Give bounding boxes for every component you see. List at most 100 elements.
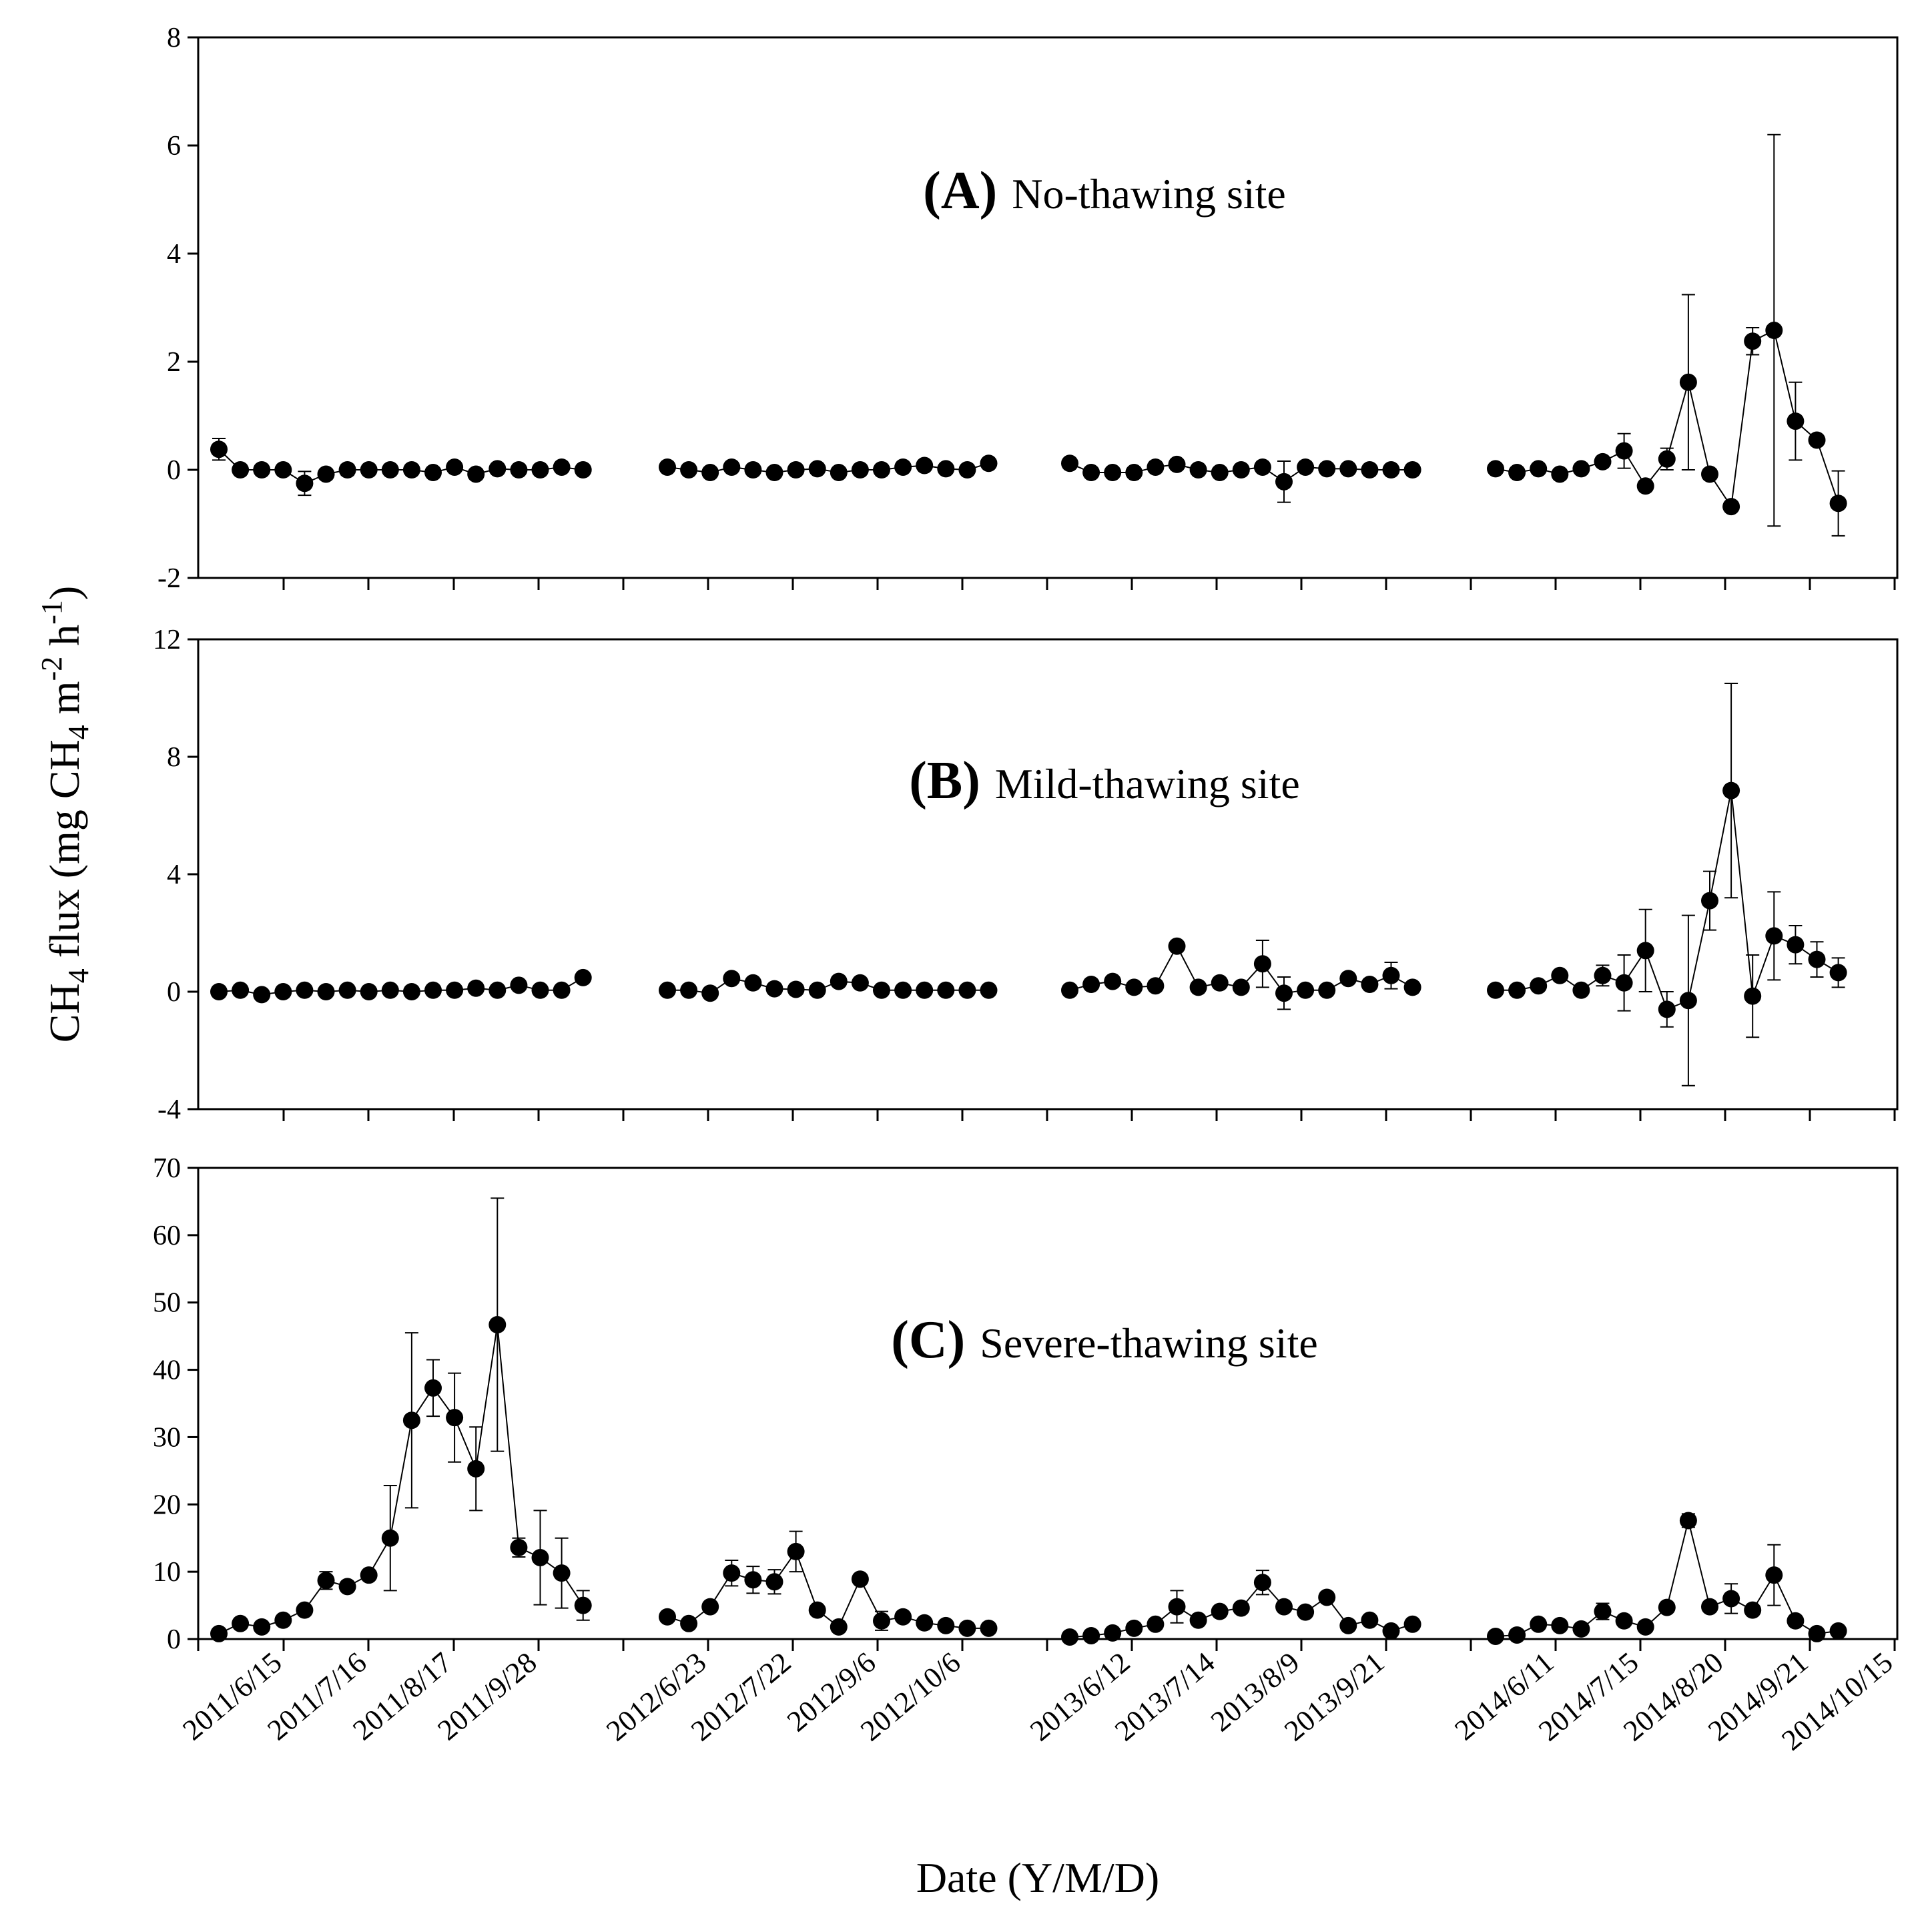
data-point	[701, 1598, 719, 1616]
data-point	[1744, 332, 1762, 350]
series-line	[1496, 790, 1839, 1010]
series-line	[218, 448, 583, 485]
data-point	[317, 465, 335, 483]
data-point	[1232, 978, 1250, 996]
panel-title-text: Severe-thawing site	[980, 1319, 1318, 1367]
y-axis-title: CH4 flux (mg CH4 m-2 h-1)	[35, 586, 95, 1042]
data-point	[1082, 464, 1100, 482]
data-point	[1701, 1598, 1718, 1616]
data-point	[253, 1618, 271, 1636]
y-tick-label: 30	[153, 1422, 181, 1453]
data-point	[1104, 1624, 1122, 1642]
data-point	[531, 461, 549, 478]
data-point	[1082, 1626, 1100, 1644]
data-point	[1382, 1622, 1400, 1640]
series-line	[218, 1324, 584, 1634]
data-point	[1658, 450, 1676, 468]
series-year-4	[1487, 683, 1847, 1086]
series-year-4	[1487, 1512, 1847, 1645]
data-point	[1615, 974, 1633, 992]
data-point	[980, 981, 998, 999]
data-point	[424, 981, 442, 999]
series-year-4	[1487, 133, 1847, 537]
panel-letter: (C)	[891, 1311, 965, 1369]
data-point	[531, 1548, 549, 1566]
data-point	[1275, 984, 1293, 1002]
series-year-2	[659, 1530, 998, 1637]
data-point	[1787, 1612, 1805, 1630]
data-point	[338, 461, 356, 478]
data-point	[1615, 1612, 1633, 1630]
data-point	[916, 1614, 934, 1632]
data-point	[723, 1564, 741, 1582]
y-tick-label: -2	[157, 563, 181, 594]
data-point	[210, 440, 228, 458]
data-point	[253, 986, 271, 1004]
data-point	[1530, 1615, 1548, 1633]
series-year-3	[1061, 1570, 1421, 1646]
data-point	[317, 983, 335, 1000]
data-point	[1636, 942, 1654, 960]
data-point	[1530, 977, 1548, 995]
panel-title-text: No-thawing site	[1012, 170, 1286, 218]
series-line	[218, 977, 584, 996]
data-point	[1722, 1590, 1740, 1608]
data-point	[1232, 1599, 1250, 1617]
data-point	[253, 461, 271, 478]
y-tick-label: -4	[157, 1094, 181, 1125]
data-point	[1361, 976, 1379, 993]
data-point	[701, 464, 719, 482]
data-point	[1297, 981, 1315, 999]
data-point	[510, 461, 528, 478]
data-point	[446, 458, 464, 476]
y-tick-label: 6	[167, 131, 181, 162]
data-point	[1253, 458, 1271, 476]
data-point	[574, 1596, 592, 1614]
data-point	[1829, 1622, 1847, 1640]
y-tick-label: 60	[153, 1221, 181, 1251]
series-year-1	[210, 968, 592, 1004]
data-point	[1765, 322, 1783, 340]
data-point	[1551, 966, 1569, 984]
data-point	[723, 458, 741, 476]
data-point	[1701, 465, 1718, 483]
plot-frame	[197, 1167, 1899, 1640]
data-point	[381, 461, 399, 478]
series-year-2	[659, 454, 998, 482]
data-point	[1765, 1566, 1783, 1584]
data-point	[402, 1411, 420, 1429]
series-line	[667, 978, 989, 994]
data-point	[873, 981, 890, 999]
data-point	[467, 979, 485, 997]
data-point	[574, 461, 592, 478]
data-point	[1082, 976, 1100, 993]
panel-title-text: Mild-thawing site	[995, 760, 1300, 808]
series-line	[1495, 329, 1839, 509]
panel-title: (B) Mild-thawing site	[909, 751, 1299, 810]
data-point	[1232, 461, 1250, 478]
data-point	[1361, 1611, 1379, 1629]
data-point	[360, 983, 378, 1000]
data-point	[317, 1572, 335, 1590]
y-tick-label: 12	[153, 625, 181, 655]
y-tick-label: 10	[153, 1557, 181, 1588]
data-point	[701, 984, 719, 1002]
y-tick-label: 70	[153, 1153, 181, 1184]
data-point	[1339, 1616, 1357, 1634]
data-point	[894, 1608, 912, 1626]
data-point	[1361, 461, 1379, 478]
data-point	[1382, 461, 1400, 478]
data-point	[765, 464, 783, 482]
data-point	[1318, 1588, 1336, 1606]
data-point	[744, 974, 762, 992]
data-point	[210, 1624, 228, 1642]
data-point	[232, 981, 250, 999]
data-point	[467, 465, 485, 483]
data-point	[274, 983, 292, 1000]
data-point	[1572, 981, 1590, 999]
data-point	[296, 981, 314, 999]
data-point	[1722, 498, 1740, 516]
data-point	[489, 981, 507, 999]
data-point	[980, 454, 998, 472]
